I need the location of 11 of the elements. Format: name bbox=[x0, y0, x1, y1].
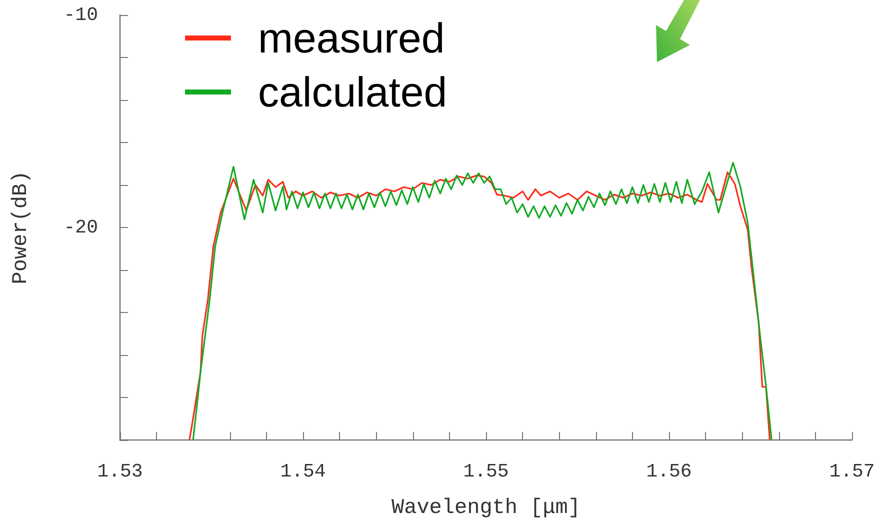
x-tick-label: 1.55 bbox=[463, 460, 509, 482]
y-tick-label: -10 bbox=[64, 4, 98, 26]
x-tick-label: 1.54 bbox=[280, 460, 326, 482]
x-axis-title: Wavelength [μm] bbox=[391, 497, 581, 520]
legend-label: calculated bbox=[258, 68, 448, 116]
x-tick-label: 1.53 bbox=[97, 460, 143, 482]
x-tick-label: 1.57 bbox=[829, 460, 875, 482]
legend-label: measured bbox=[258, 14, 445, 62]
y-axis-title: Power(dB) bbox=[10, 170, 33, 284]
x-tick-label: 1.56 bbox=[646, 460, 692, 482]
y-tick-label: -20 bbox=[64, 216, 98, 238]
